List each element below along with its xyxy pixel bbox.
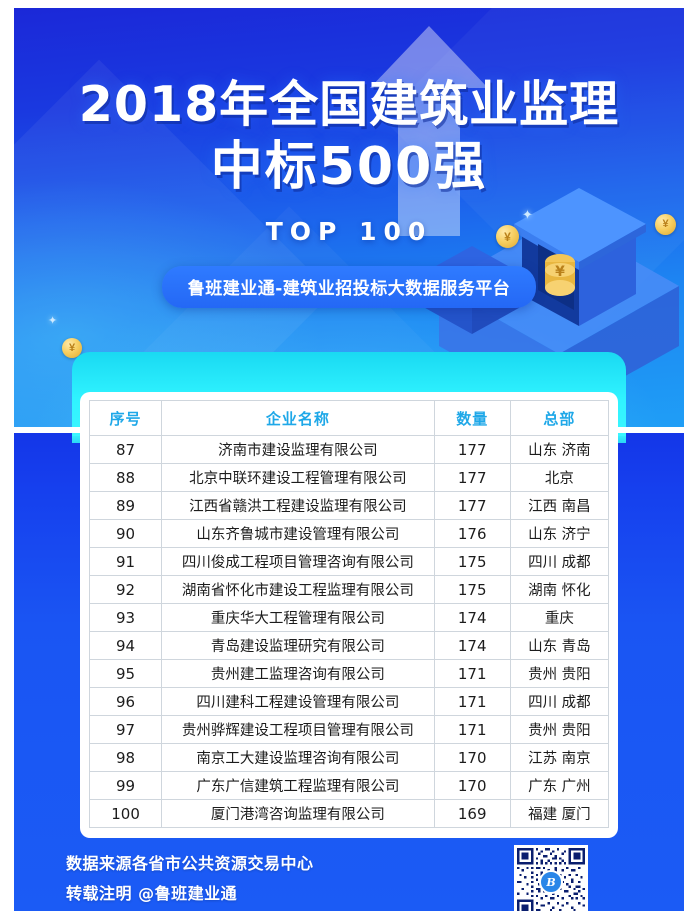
sparkle-icon: ✦ xyxy=(522,207,533,222)
cell-hq: 山东 济南 xyxy=(509,435,610,464)
cell-name: 四川俊成工程项目管理咨询有限公司 xyxy=(161,547,435,576)
table-row: 95 贵州建工监理咨询有限公司 171 贵州 贵阳 xyxy=(88,659,610,688)
cell-count: 177 xyxy=(433,435,511,464)
cell-rank: 94 xyxy=(88,631,163,660)
cell-rank: 97 xyxy=(88,715,163,744)
cell-hq: 江西 南昌 xyxy=(509,491,610,520)
cell-count: 174 xyxy=(433,603,511,632)
cell-rank: 96 xyxy=(88,687,163,716)
cell-count: 175 xyxy=(433,575,511,604)
table-row: 97 贵州骅辉建设工程项目管理有限公司 171 贵州 贵阳 xyxy=(88,715,610,744)
table-row: 88 北京中联环建设工程管理有限公司 177 北京 xyxy=(88,463,610,492)
up-arrow-icon xyxy=(370,26,488,236)
cell-count: 171 xyxy=(433,659,511,688)
cell-hq: 山东 青岛 xyxy=(509,631,610,660)
column-header-name: 企业名称 xyxy=(161,400,435,436)
cell-name: 贵州建工监理咨询有限公司 xyxy=(161,659,435,688)
cell-name: 南京工大建设监理咨询有限公司 xyxy=(161,743,435,772)
table-row: 92 湖南省怀化市建设工程监理有限公司 175 湖南 怀化 xyxy=(88,575,610,604)
cell-rank: 90 xyxy=(88,519,163,548)
table-row: 91 四川俊成工程项目管理咨询有限公司 175 四川 成都 xyxy=(88,547,610,576)
cell-name: 山东齐鲁城市建设管理有限公司 xyxy=(161,519,435,548)
cell-count: 170 xyxy=(433,743,511,772)
qr-center-logo: B xyxy=(539,870,563,894)
cell-count: 169 xyxy=(433,799,511,828)
cell-hq: 贵州 贵阳 xyxy=(509,715,610,744)
cell-count: 170 xyxy=(433,771,511,800)
poster-title-line1: 2018年全国建筑业监理 xyxy=(78,76,620,133)
table-row: 94 青岛建设监理研究有限公司 174 山东 青岛 xyxy=(88,631,610,660)
table-row: 96 四川建科工程建设管理有限公司 171 四川 成都 xyxy=(88,687,610,716)
coin-icon: ¥ xyxy=(496,225,519,248)
table-row: 99 广东广信建筑工程监理有限公司 170 广东 广州 xyxy=(88,771,610,800)
table-row: 87 济南市建设监理有限公司 177 山东 济南 xyxy=(88,435,610,464)
cell-hq: 四川 成都 xyxy=(509,547,610,576)
cell-hq: 贵州 贵阳 xyxy=(509,659,610,688)
cell-rank: 92 xyxy=(88,575,163,604)
platform-badge: 鲁班建业通-建筑业招投标大数据服务平台 xyxy=(161,266,537,308)
ranking-table: 序号 企业名称 数量 总部 87 济南市建设监理有限公司 177 山东 济南 88 北京… xyxy=(88,400,610,828)
footer-text-group: 数据来源各省市公共资源交易中心 转载注明 @鲁班建业通 xyxy=(66,849,314,909)
cell-name: 贵州骅辉建设工程项目管理有限公司 xyxy=(161,715,435,744)
qr-code[interactable]: B xyxy=(514,845,588,911)
cell-name: 重庆华大工程管理有限公司 xyxy=(161,603,435,632)
cell-name: 四川建科工程建设管理有限公司 xyxy=(161,687,435,716)
cell-name: 湖南省怀化市建设工程监理有限公司 xyxy=(161,575,435,604)
cell-rank: 89 xyxy=(88,491,163,520)
cell-hq: 四川 成都 xyxy=(509,687,610,716)
footer-repost-line: 转载注明 @鲁班建业通 xyxy=(66,884,238,903)
cell-name: 江西省赣洪工程建设监理有限公司 xyxy=(161,491,435,520)
cell-count: 171 xyxy=(433,687,511,716)
sparkle-icon: ✦ xyxy=(48,315,58,327)
cell-name: 济南市建设监理有限公司 xyxy=(161,435,435,464)
table-row: 100 厦门港湾咨询监理有限公司 169 福建 厦门 xyxy=(88,799,610,828)
cell-rank: 88 xyxy=(88,463,163,492)
cell-hq: 山东 济宁 xyxy=(509,519,610,548)
svg-text:¥: ¥ xyxy=(555,264,565,280)
table-header-row: 序号 企业名称 数量 总部 xyxy=(88,400,610,436)
coin-icon: ¥ xyxy=(655,214,676,235)
cell-hq: 湖南 怀化 xyxy=(509,575,610,604)
cell-rank: 87 xyxy=(88,435,163,464)
cell-count: 175 xyxy=(433,547,511,576)
footer-source-line: 数据来源各省市公共资源交易中心 xyxy=(66,854,314,873)
cell-hq: 广东 广州 xyxy=(509,771,610,800)
cell-rank: 95 xyxy=(88,659,163,688)
column-header-rank: 序号 xyxy=(88,400,163,436)
cell-hq: 北京 xyxy=(509,463,610,492)
cell-count: 174 xyxy=(433,631,511,660)
table-row: 89 江西省赣洪工程建设监理有限公司 177 江西 南昌 xyxy=(88,491,610,520)
hero-headline-group: 2018年全国建筑业监理 中标500强 TOP 100 鲁班建业通-建筑业招投标… xyxy=(14,8,684,308)
ranking-table-card: 序号 企业名称 数量 总部 87 济南市建设监理有限公司 177 山东 济南 88 北京… xyxy=(80,392,618,838)
column-header-count: 数量 xyxy=(433,400,511,436)
cell-count: 177 xyxy=(433,491,511,520)
cell-rank: 93 xyxy=(88,603,163,632)
table-row: 98 南京工大建设监理咨询有限公司 170 江苏 南京 xyxy=(88,743,610,772)
table-row: 93 重庆华大工程管理有限公司 174 重庆 xyxy=(88,603,610,632)
cell-count: 171 xyxy=(433,715,511,744)
cell-count: 176 xyxy=(433,519,511,548)
cell-name: 青岛建设监理研究有限公司 xyxy=(161,631,435,660)
cell-hq: 福建 厦门 xyxy=(509,799,610,828)
cell-hq: 江苏 南京 xyxy=(509,743,610,772)
cell-name: 北京中联环建设工程管理有限公司 xyxy=(161,463,435,492)
cell-count: 177 xyxy=(433,463,511,492)
table-row: 90 山东齐鲁城市建设管理有限公司 176 山东 济宁 xyxy=(88,519,610,548)
cell-rank: 99 xyxy=(88,771,163,800)
cell-rank: 91 xyxy=(88,547,163,576)
cell-rank: 100 xyxy=(88,799,163,828)
coin-icon: ¥ xyxy=(62,338,82,358)
cell-rank: 98 xyxy=(88,743,163,772)
cell-hq: 重庆 xyxy=(509,603,610,632)
ranking-table-body: 87 济南市建设监理有限公司 177 山东 济南 88 北京中联环建设工程管理有限公司 1… xyxy=(88,435,610,828)
cell-name: 广东广信建筑工程监理有限公司 xyxy=(161,771,435,800)
footer: 数据来源各省市公共资源交易中心 转载注明 @鲁班建业通 xyxy=(14,845,684,911)
column-header-hq: 总部 xyxy=(509,400,610,436)
poster-title-line2: 中标500强 xyxy=(210,137,488,197)
poster-top-label: TOP 100 xyxy=(265,217,433,246)
cell-name: 厦门港湾咨询监理有限公司 xyxy=(161,799,435,828)
